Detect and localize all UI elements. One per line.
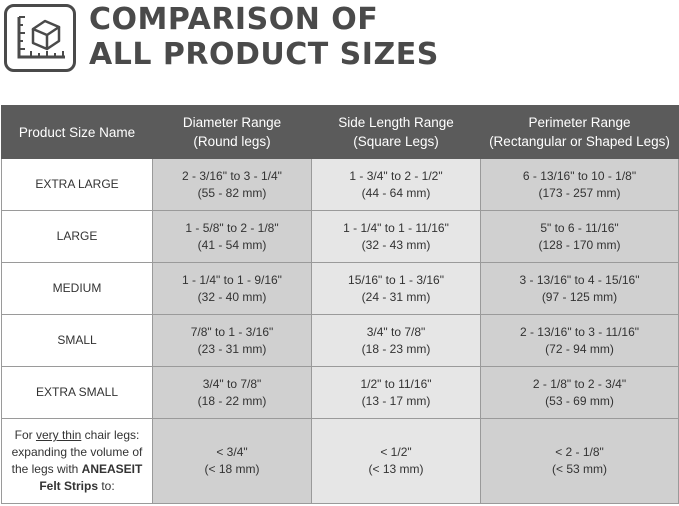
mm-range: (55 - 82 mm) <box>197 185 267 200</box>
mm-range: (41 - 54 mm) <box>197 237 267 252</box>
mm-range: (53 - 69 mm) <box>545 393 614 408</box>
inch-range: 1 - 1/4" to 1 - 11/16" <box>343 220 449 235</box>
mm-range: (24 - 31 mm) <box>361 289 431 304</box>
header-perimeter-range: Perimeter Range (Rectangular or Shaped L… <box>480 105 679 159</box>
diameter-cell: 2 - 3/16" to 3 - 1/4" (55 - 82 mm) <box>152 158 312 211</box>
size-comparison-table: Product Size Name Diameter Range (Round … <box>1 105 679 504</box>
inch-range: < 3/4" <box>216 445 248 459</box>
inch-range: 1/2" to 11/16" <box>360 376 432 391</box>
inch-range: 15/16" to 1 - 3/16" <box>348 272 444 287</box>
mm-range: (18 - 22 mm) <box>197 393 267 408</box>
page-title: COMPARISON OF ALL PRODUCT SIZES <box>89 2 439 72</box>
inch-range: 2 - 3/16" to 3 - 1/4" <box>182 168 282 183</box>
mm-range: (128 - 170 mm) <box>538 237 621 252</box>
mm-range: (32 - 43 mm) <box>361 237 431 252</box>
diameter-cell: 3/4" to 7/8" (18 - 22 mm) <box>152 366 312 419</box>
mm-range: (173 - 257 mm) <box>538 185 621 200</box>
mm-range: (23 - 31 mm) <box>197 341 267 356</box>
perimeter-cell: 2 - 1/8" to 2 - 3/4" (53 - 69 mm) <box>480 366 679 419</box>
header-side-length-range: Side Length Range (Square Legs) <box>311 105 481 159</box>
inch-range: 2 - 13/16" to 3 - 11/16" <box>519 324 640 339</box>
perimeter-cell: 5" to 6 - 11/16" (128 - 170 mm) <box>480 210 679 263</box>
side-length-cell: 1 - 3/4" to 2 - 1/2" (44 - 64 mm) <box>311 158 481 211</box>
size-name-cell: LARGE <box>1 210 153 263</box>
inch-range: 1 - 3/4" to 2 - 1/2" <box>349 168 443 183</box>
diameter-cell: 1 - 5/8" to 2 - 1/8" (41 - 54 mm) <box>152 210 312 263</box>
perimeter-cell: 6 - 13/16" to 10 - 1/8" (173 - 257 mm) <box>480 158 679 211</box>
header-label: Product Size Name <box>18 124 136 140</box>
table-row: LARGE 1 - 5/8" to 2 - 1/8" (41 - 54 mm) … <box>1 210 679 263</box>
inch-range: < 1/2" <box>380 445 412 459</box>
mm-range: (18 - 23 mm) <box>361 341 431 356</box>
note-brand: ANEASEIT Felt Strips <box>39 462 143 493</box>
perimeter-cell: 3 - 13/16" to 4 - 15/16" (97 - 125 mm) <box>480 262 679 315</box>
side-length-cell: < 1/2" (< 13 mm) <box>311 418 481 504</box>
mm-range: (97 - 125 mm) <box>541 289 618 304</box>
table-row: EXTRA SMALL 3/4" to 7/8" (18 - 22 mm) 1/… <box>1 366 679 419</box>
header-diameter-range: Diameter Range (Round legs) <box>152 105 312 159</box>
inch-range: 5" to 6 - 11/16" <box>540 220 619 235</box>
note-suffix: to: <box>98 479 115 493</box>
diameter-cell: < 3/4" (< 18 mm) <box>152 418 312 504</box>
note-prefix: For <box>14 428 36 442</box>
ruler-box-icon <box>4 4 76 72</box>
side-length-cell: 15/16" to 1 - 3/16" (24 - 31 mm) <box>311 262 481 315</box>
note-mid: chair legs: expanding the volume of the … <box>11 428 143 476</box>
table-row: SMALL 7/8" to 1 - 3/16" (23 - 31 mm) 3/4… <box>1 314 679 367</box>
inch-range: 6 - 13/16" to 10 - 1/8" <box>522 168 637 183</box>
thin-legs-note-row: For very thin chair legs: expanding the … <box>1 418 679 504</box>
note-underlined: very thin <box>35 428 82 442</box>
thin-legs-note: For very thin chair legs: expanding the … <box>1 418 153 504</box>
inch-range: 1 - 1/4" to 1 - 9/16" <box>182 272 282 287</box>
inch-range: 7/8" to 1 - 3/16" <box>190 324 274 339</box>
mm-range: (44 - 64 mm) <box>361 185 431 200</box>
title-line-1: COMPARISON OF <box>89 2 379 37</box>
mm-range: (32 - 40 mm) <box>197 289 267 304</box>
size-name-cell: EXTRA SMALL <box>1 366 153 419</box>
table-row: EXTRA LARGE 2 - 3/16" to 3 - 1/4" (55 - … <box>1 158 679 211</box>
inch-range: 3/4" to 7/8" <box>366 324 426 339</box>
mm-range: (< 53 mm) <box>551 462 607 476</box>
header-product-size-name: Product Size Name <box>1 105 153 159</box>
inch-range: 3/4" to 7/8" <box>202 376 262 391</box>
header-label: Perimeter Range <box>528 115 631 130</box>
header-label: Side Length Range <box>338 115 454 130</box>
size-name-cell: EXTRA LARGE <box>1 158 153 211</box>
inch-range: < 2 - 1/8" <box>555 445 604 459</box>
table-row: MEDIUM 1 - 1/4" to 1 - 9/16" (32 - 40 mm… <box>1 262 679 315</box>
title-line-2: ALL PRODUCT SIZES <box>89 37 439 72</box>
perimeter-cell: < 2 - 1/8" (< 53 mm) <box>480 418 679 504</box>
mm-range: (< 18 mm) <box>204 462 260 476</box>
inch-range: 2 - 1/8" to 2 - 3/4" <box>532 376 627 391</box>
header-sublabel: (Round legs) <box>193 134 271 149</box>
inch-range: 1 - 5/8" to 2 - 1/8" <box>185 220 279 235</box>
mm-range: (72 - 94 mm) <box>545 341 614 356</box>
inch-range: 3 - 13/16" to 4 - 15/16" <box>519 272 640 287</box>
header-sublabel: (Rectangular or Shaped Legs) <box>489 134 670 149</box>
size-name-cell: SMALL <box>1 314 153 367</box>
diameter-cell: 1 - 1/4" to 1 - 9/16" (32 - 40 mm) <box>152 262 312 315</box>
side-length-cell: 1 - 1/4" to 1 - 11/16" (32 - 43 mm) <box>311 210 481 263</box>
mm-range: (< 13 mm) <box>368 462 424 476</box>
mm-range: (13 - 17 mm) <box>361 393 431 408</box>
header-label: Diameter Range <box>182 115 282 130</box>
diameter-cell: 7/8" to 1 - 3/16" (23 - 31 mm) <box>152 314 312 367</box>
side-length-cell: 1/2" to 11/16" (13 - 17 mm) <box>311 366 481 419</box>
size-name-cell: MEDIUM <box>1 262 153 315</box>
side-length-cell: 3/4" to 7/8" (18 - 23 mm) <box>311 314 481 367</box>
header-sublabel: (Square Legs) <box>353 134 439 149</box>
perimeter-cell: 2 - 13/16" to 3 - 11/16" (72 - 94 mm) <box>480 314 679 367</box>
table-header-row: Product Size Name Diameter Range (Round … <box>1 105 679 159</box>
